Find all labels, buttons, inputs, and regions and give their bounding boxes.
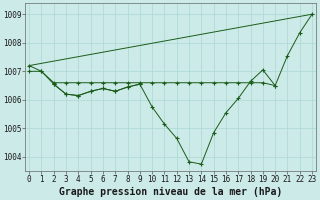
X-axis label: Graphe pression niveau de la mer (hPa): Graphe pression niveau de la mer (hPa) — [59, 187, 282, 197]
